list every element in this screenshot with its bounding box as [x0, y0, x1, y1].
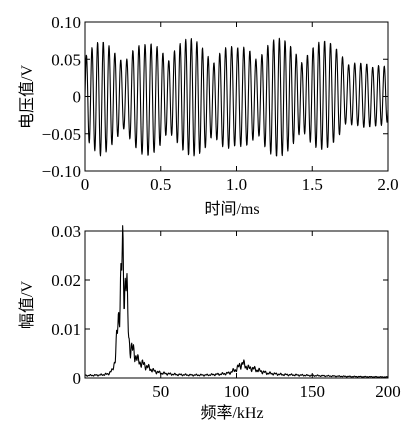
- time-domain-chart: 0 0.5 1.0 1.5 2.0 0.10 0.05 0 −0.05 −0.10 时间/ms 电…: [18, 13, 399, 218]
- y-tick-label: 0.05: [51, 50, 81, 69]
- freq-y-axis-label: 幅值/V: [18, 281, 36, 329]
- time-y-axis-label: 电压值/V: [18, 65, 36, 129]
- y-tick-label: −0.10: [42, 162, 81, 181]
- x-tick-label: 1.0: [226, 175, 247, 194]
- y-tick-label: 0.01: [51, 320, 81, 339]
- y-tick-label: 0: [73, 369, 82, 388]
- x-tick-label: 0: [81, 175, 90, 194]
- voltage-trace: [84, 37, 389, 157]
- y-tick-label: −0.05: [42, 125, 81, 144]
- x-tick-label: 150: [300, 382, 326, 401]
- y-tick-label: 0.03: [51, 222, 81, 241]
- amplitude-spectrum: [84, 225, 389, 378]
- x-tick-label: 200: [375, 382, 401, 401]
- frequency-domain-chart: 50 100 150 200 0.03 0.02 0.01 0 频率/kHz 幅值/V: [18, 222, 401, 422]
- y-tick-label: 0.02: [51, 271, 81, 290]
- y-tick-label: 0: [73, 88, 82, 107]
- x-tick-label: 50: [152, 382, 169, 401]
- y-tick-label: 0.10: [51, 13, 81, 32]
- freq-x-axis-label: 频率/kHz: [200, 404, 263, 422]
- freq-axis-ticks: 50 100 150 200 0.03 0.02 0.01 0: [51, 222, 401, 401]
- x-tick-label: 100: [224, 382, 250, 401]
- time-x-axis-label: 时间/ms: [204, 200, 259, 218]
- x-tick-label: 1.5: [302, 175, 323, 194]
- x-tick-label: 0.5: [150, 175, 171, 194]
- x-tick-label: 2.0: [377, 175, 398, 194]
- time-axis-ticks: 0 0.5 1.0 1.5 2.0 0.10 0.05 0 −0.05 −0.10: [42, 13, 399, 194]
